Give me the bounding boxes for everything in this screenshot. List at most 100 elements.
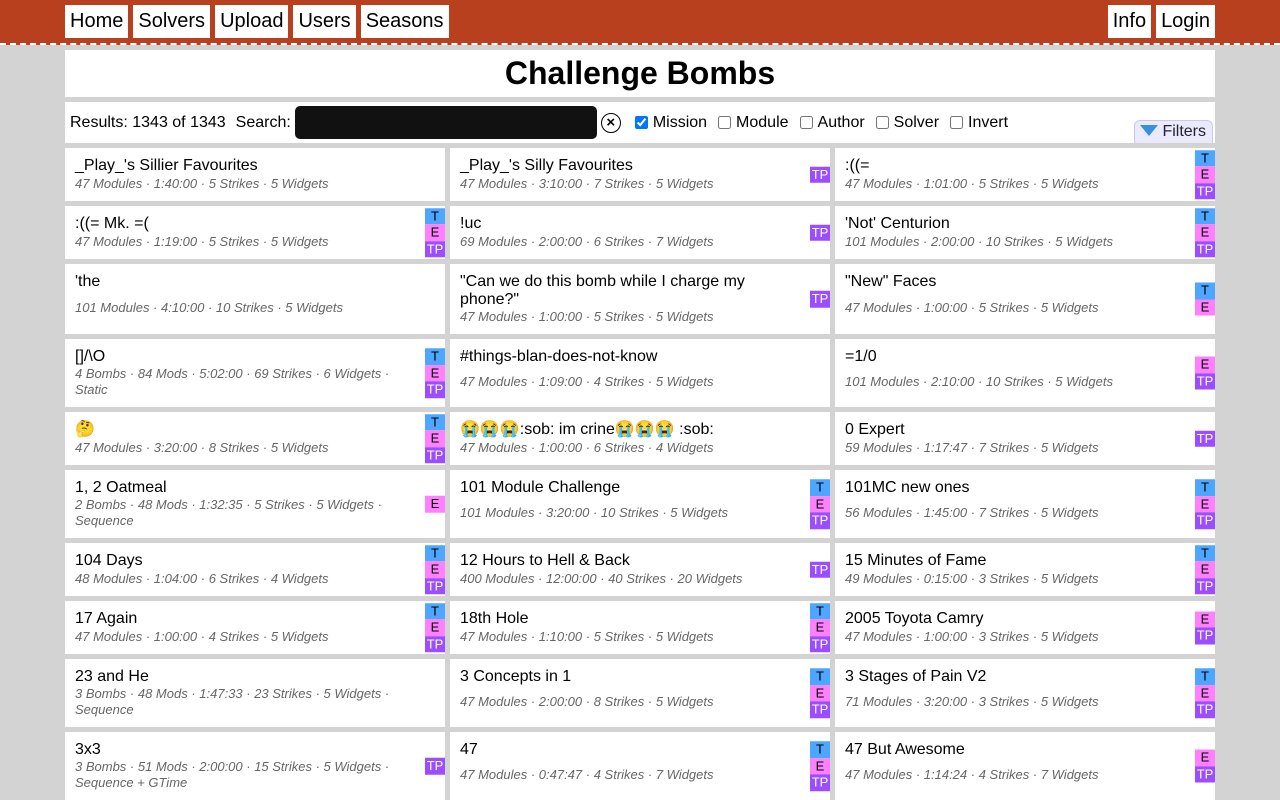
mission-card[interactable]: "New" Faces 47 Modules · 1:00:00 · 5 Stri… <box>835 264 1215 334</box>
mission-name[interactable]: !uc <box>460 215 482 232</box>
mission-card[interactable]: []/\O 4 Bombs · 84 Mods · 5:02:00 · 69 St… <box>65 339 445 407</box>
mission-name[interactable]: 1, 2 Oatmeal <box>75 479 167 496</box>
mission-name[interactable]: 47 But Awesome <box>845 741 965 758</box>
mission-name[interactable]: _Play_'s Silly Favourites <box>460 157 633 174</box>
mission-card[interactable]: :((= 47 Modules · 1:01:00 · 5 Strikes · 5… <box>835 148 1215 201</box>
badge-tp: TP <box>1195 512 1215 529</box>
mission-name[interactable]: 🤔 <box>75 421 95 438</box>
mission-details: 47 Modules · 3:20:00 · 8 Strikes · 5 Wid… <box>75 439 419 456</box>
mission-card[interactable]: 3 Concepts in 1 47 Modules · 2:00:00 · 8 … <box>450 659 830 727</box>
checkbox-solver[interactable]: Solver <box>875 114 939 132</box>
mission-name[interactable]: 18th Hole <box>460 610 529 627</box>
mission-card[interactable]: "Can we do this bomb while I charge my p… <box>450 264 830 334</box>
badge-t: T <box>810 741 830 758</box>
filters-button[interactable]: Filters <box>1134 120 1213 143</box>
badge-stack: TP <box>810 224 830 241</box>
badge-stack: T E TP <box>810 479 830 529</box>
mission-name[interactable]: 15 Minutes of Fame <box>845 552 987 569</box>
mission-name[interactable]: 47 <box>460 741 478 758</box>
mission-checkbox[interactable] <box>634 116 648 129</box>
checkbox-module[interactable]: Module <box>718 114 789 132</box>
mission-details: 47 Modules · 1:19:00 · 5 Strikes · 5 Wid… <box>75 233 419 250</box>
mission-name[interactable]: _Play_'s Sillier Favourites <box>75 157 258 174</box>
invert-checkbox[interactable] <box>950 116 964 129</box>
mission-name[interactable]: 23 and He <box>75 668 149 685</box>
mission-name[interactable]: 17 Again <box>75 610 138 627</box>
mission-card[interactable]: 3 Stages of Pain V2 71 Modules · 3:20:00 … <box>835 659 1215 727</box>
author-checkbox[interactable] <box>799 116 813 129</box>
nav-upload[interactable]: Upload <box>215 5 289 38</box>
checkbox-invert[interactable]: Invert <box>950 114 1008 132</box>
nav-info[interactable]: Info <box>1107 5 1152 38</box>
mission-name[interactable]: 3x3 <box>75 741 101 758</box>
nav-home[interactable]: Home <box>65 5 129 38</box>
mission-card[interactable]: 101 Module Challenge 101 Modules · 3:20:0… <box>450 470 830 538</box>
mission-name[interactable]: 2005 Toyota Camry <box>845 610 984 627</box>
badge-stack: TP <box>810 561 830 578</box>
mission-card[interactable]: 'the 101 Modules · 4:10:00 · 10 Strikes ·… <box>65 264 445 334</box>
mission-name[interactable]: 3 Stages of Pain V2 <box>845 668 987 685</box>
nav-seasons[interactable]: Seasons <box>360 5 449 38</box>
mission-name[interactable]: 'the <box>75 273 101 290</box>
mission-name[interactable]: "New" Faces <box>845 273 937 290</box>
mission-name[interactable]: 😭😭😭:sob: im crine😭😭😭 :sob: <box>460 421 714 438</box>
mission-card[interactable]: =1/0 101 Modules · 2:10:00 · 10 Strikes ·… <box>835 339 1215 407</box>
badge-e: E <box>1195 356 1215 373</box>
mission-card[interactable]: 12 Hours to Hell & Back 400 Modules · 12:… <box>450 543 830 596</box>
badge-stack: T E TP <box>1195 207 1215 258</box>
mission-name[interactable]: "Can we do this bomb while I charge my p… <box>460 273 745 308</box>
mission-card[interactable]: :((= Mk. =(47 Modules · 1:19:00 · 5 Stri… <box>65 206 445 259</box>
badge-t: T <box>1195 544 1215 562</box>
badge-tp: TP <box>425 757 445 775</box>
mission-details-text: 71 Modules · 3:20:00 · 3 Strikes · 5 Wid… <box>845 694 1099 709</box>
mission-name[interactable]: 104 Days <box>75 552 143 569</box>
badge-tp: TP <box>1195 182 1215 200</box>
mission-card[interactable]: 47 47 Modules · 0:47:47 · 4 Strikes · 7 W… <box>450 732 830 800</box>
mission-card[interactable]: 104 Days 48 Modules · 1:04:00 · 6 Strikes… <box>65 543 445 596</box>
checkbox-mission[interactable]: Mission <box>634 114 707 132</box>
badge-tp: TP <box>1195 240 1215 258</box>
mission-card[interactable]: 'Not' Centurion 101 Modules · 2:00:00 · 1… <box>835 206 1215 259</box>
badge-e: E <box>1195 684 1215 702</box>
mission-name[interactable]: 12 Hours to Hell & Back <box>460 552 630 569</box>
mission-details-text: 101 Modules · 4:10:00 · 10 Strikes · 5 W… <box>75 300 343 315</box>
mission-card[interactable]: !uc 69 Modules · 2:00:00 · 6 Strikes · 7 … <box>450 206 830 259</box>
mission-card[interactable]: 🤔 47 Modules · 3:20:00 · 8 Strikes · 5 Wi… <box>65 412 445 465</box>
mission-name[interactable]: 'Not' Centurion <box>845 215 950 232</box>
mission-card[interactable]: 1, 2 Oatmeal 2 Bombs · 48 Mods · 1:32:35 … <box>65 470 445 538</box>
mission-name[interactable]: 101 Module Challenge <box>460 479 621 496</box>
badge-tp: TP <box>810 224 830 241</box>
mission-name[interactable]: :((= Mk. =( <box>75 215 149 232</box>
mission-card[interactable]: _Play_'s Silly Favourites 47 Modules · 3:… <box>450 148 830 201</box>
nav-users[interactable]: Users <box>293 5 356 38</box>
checkbox-author[interactable]: Author <box>799 114 865 132</box>
mission-card[interactable]: 23 and He 3 Bombs · 48 Mods · 1:47:33 · 2… <box>65 659 445 727</box>
mission-name[interactable]: 3 Concepts in 1 <box>460 668 572 685</box>
mission-name[interactable]: :((= <box>845 157 870 174</box>
mission-card[interactable]: 101MC new ones 56 Modules · 1:45:00 · 7 S… <box>835 470 1215 538</box>
mission-card[interactable]: 15 Minutes of Fame 49 Modules · 0:15:00 ·… <box>835 543 1215 596</box>
clear-search-icon[interactable]: × <box>600 112 621 133</box>
solver-checkbox[interactable] <box>875 116 889 129</box>
nav-solvers[interactable]: Solvers <box>133 5 211 38</box>
mission-name[interactable]: 101MC new ones <box>845 479 970 496</box>
nav-login[interactable]: Login <box>1156 5 1215 38</box>
mission-card[interactable]: #things-blan-does-not-know 47 Modules · 1… <box>450 339 830 407</box>
mission-card[interactable]: 0 Expert 59 Modules · 1:17:47 · 7 Strikes… <box>835 412 1215 465</box>
badge-e: E <box>425 619 445 636</box>
mission-card[interactable]: 47 But Awesome 47 Modules · 1:14:24 · 4 S… <box>835 732 1215 800</box>
mission-name[interactable]: []/\O <box>75 348 106 365</box>
mission-card[interactable]: 😭😭😭:sob: im crine😭😭😭 :sob: 47 Modules · 1… <box>450 412 830 465</box>
mission-card[interactable]: 3x3 3 Bombs · 51 Mods · 2:00:00 · 15 Stri… <box>65 732 445 800</box>
mission-details-text: 47 Modules · 3:20:00 · 8 Strikes · 5 Wid… <box>75 439 329 455</box>
mission-name[interactable]: #things-blan-does-not-know <box>460 348 658 365</box>
module-checkbox[interactable] <box>718 116 732 129</box>
mission-card[interactable]: _Play_'s Sillier Favourites 47 Modules · … <box>65 148 445 201</box>
mission-card[interactable]: 18th Hole 47 Modules · 1:10:00 · 5 Strike… <box>450 601 830 654</box>
mission-card[interactable]: 17 Again 47 Modules · 1:00:00 · 4 Strikes… <box>65 601 445 654</box>
search-input[interactable] <box>294 106 597 139</box>
mission-card[interactable]: 2005 Toyota Camry 47 Modules · 1:00:00 · … <box>835 601 1215 654</box>
mission-name[interactable]: =1/0 <box>845 348 877 365</box>
mission-details-text: 4 Bombs · 84 Mods · 5:02:00 · 69 Strikes… <box>75 366 390 397</box>
mission-name[interactable]: 0 Expert <box>845 421 905 438</box>
